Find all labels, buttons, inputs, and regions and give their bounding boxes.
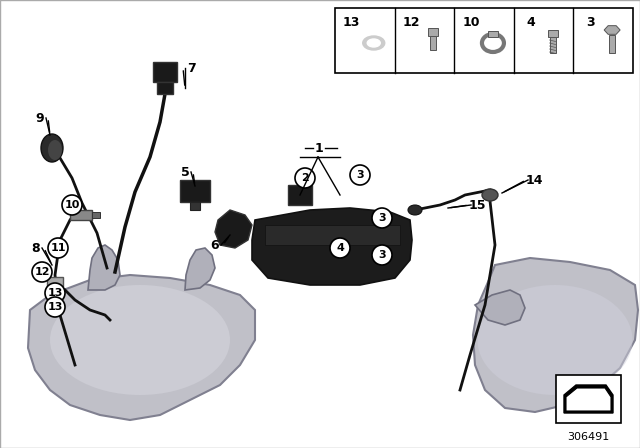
Text: 10: 10 (64, 200, 80, 210)
Bar (548, 30, 557, 37)
Text: 13: 13 (47, 288, 63, 298)
Text: 8: 8 (32, 241, 40, 254)
Bar (92, 212, 100, 218)
Ellipse shape (367, 39, 380, 47)
Text: 3: 3 (378, 250, 386, 260)
Circle shape (48, 238, 68, 258)
Bar (609, 35, 615, 53)
Circle shape (350, 165, 370, 185)
Text: 4: 4 (526, 16, 535, 29)
Text: 11: 11 (51, 243, 66, 253)
Bar (47, 277, 63, 287)
Bar (550, 37, 556, 53)
Polygon shape (252, 208, 412, 285)
Bar (430, 36, 436, 50)
Polygon shape (604, 26, 620, 34)
Polygon shape (475, 290, 525, 325)
Polygon shape (88, 245, 120, 290)
Circle shape (295, 168, 315, 188)
Text: 15: 15 (468, 198, 486, 211)
Text: 3: 3 (586, 16, 595, 29)
Text: 306491: 306491 (567, 432, 609, 442)
Polygon shape (185, 248, 215, 290)
Text: 5: 5 (180, 165, 189, 178)
Bar (153, 62, 177, 82)
Circle shape (62, 195, 82, 215)
Ellipse shape (482, 189, 498, 201)
Text: 10: 10 (462, 16, 479, 29)
Bar (190, 202, 200, 210)
Polygon shape (473, 258, 638, 412)
Bar (70, 210, 92, 220)
Bar (428, 28, 438, 36)
Bar (556, 375, 621, 423)
Bar (335, 8, 633, 73)
Ellipse shape (48, 140, 62, 160)
Text: 1: 1 (315, 142, 323, 155)
Polygon shape (28, 275, 255, 420)
Circle shape (45, 283, 65, 303)
Ellipse shape (408, 205, 422, 215)
Ellipse shape (477, 285, 632, 395)
Circle shape (32, 262, 52, 282)
Circle shape (45, 297, 65, 317)
Text: 2: 2 (301, 173, 309, 183)
Text: 12: 12 (35, 267, 50, 277)
Text: 12: 12 (403, 16, 420, 29)
Bar (288, 185, 312, 205)
Circle shape (330, 238, 350, 258)
Circle shape (372, 208, 392, 228)
Ellipse shape (41, 134, 63, 162)
Polygon shape (566, 388, 611, 411)
Text: 6: 6 (211, 238, 220, 251)
Circle shape (372, 245, 392, 265)
Text: 3: 3 (356, 170, 364, 180)
Text: 13: 13 (343, 16, 360, 29)
Polygon shape (564, 385, 613, 413)
Bar (265, 225, 400, 245)
Text: 3: 3 (378, 213, 386, 223)
Text: 7: 7 (187, 61, 195, 74)
Bar (157, 82, 173, 94)
Bar (180, 180, 210, 202)
Text: 9: 9 (36, 112, 44, 125)
Text: 14: 14 (525, 173, 543, 186)
Ellipse shape (50, 285, 230, 395)
Ellipse shape (363, 36, 385, 50)
Text: 4: 4 (336, 243, 344, 253)
Polygon shape (215, 210, 252, 248)
Bar (488, 31, 498, 37)
Text: 13: 13 (47, 302, 63, 312)
